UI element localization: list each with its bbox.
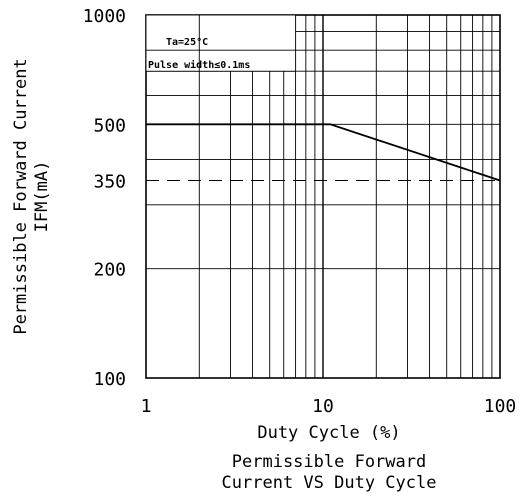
y-axis-label-line-1: Permissible Forward Current <box>11 58 31 334</box>
plot-frame <box>145 14 501 379</box>
annotation-background <box>145 14 297 72</box>
y-tick-label: 350 <box>93 172 126 193</box>
x-axis-label: Duty Cycle (%) <box>257 423 400 443</box>
y-tick-label: 100 <box>93 369 126 390</box>
chart-title-line-1: Permissible Forward <box>232 452 426 472</box>
x-tick-labels: 1 10 100 <box>141 396 517 417</box>
annotation-box <box>145 14 297 72</box>
chart-title-line-2: Current VS Duty Cycle <box>222 473 437 493</box>
y-tick-label: 200 <box>93 260 126 281</box>
y-axis-label-line-2: IFM(mA) <box>32 161 52 233</box>
series-group <box>146 123 501 182</box>
x-tick-label: 10 <box>312 396 334 417</box>
forward-current-line <box>146 123 501 182</box>
x-tick-label: 1 <box>141 396 152 417</box>
annotation-temperature: Ta=25°C <box>166 37 208 48</box>
annotation-pulse-width: Pulse width≤0.1ms <box>148 59 250 71</box>
y-tick-label: 1000 <box>83 6 126 27</box>
y-tick-labels: 100 200 350 500 1000 <box>83 6 126 390</box>
y-tick-label: 500 <box>93 115 126 136</box>
x-tick-label: 100 <box>484 396 517 417</box>
chart-grid <box>146 15 500 378</box>
